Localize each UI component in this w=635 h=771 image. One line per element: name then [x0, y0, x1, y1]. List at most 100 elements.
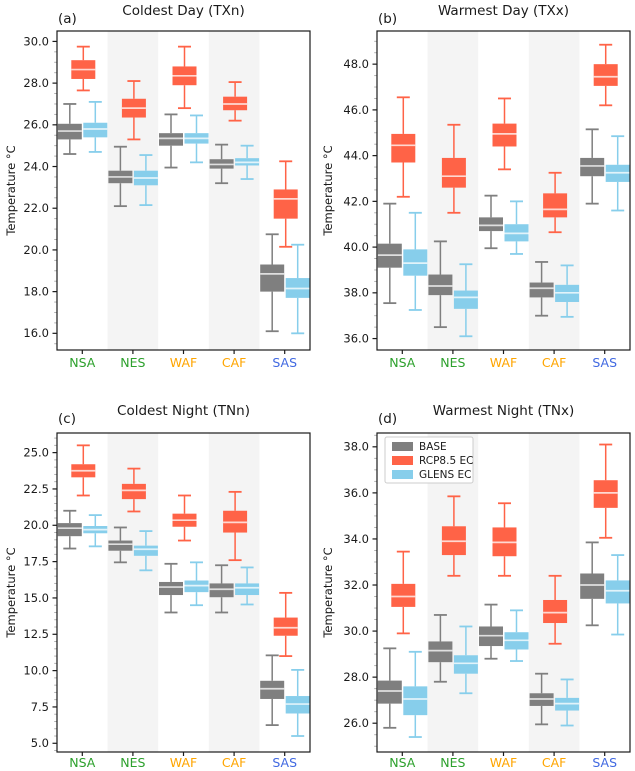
box-rect — [580, 157, 605, 177]
box-rect — [593, 480, 618, 508]
box-NES-GLENSEC — [133, 530, 158, 572]
plot-border — [56, 30, 311, 351]
box-rect — [529, 282, 554, 298]
y-tick-label: 20.0 — [23, 243, 49, 257]
box-NSA-RCP85EC — [71, 45, 96, 92]
box-rect — [235, 583, 260, 596]
box-rect — [441, 157, 466, 188]
box-rect — [133, 545, 158, 556]
y-axis-label: Temperature °C — [4, 145, 18, 236]
box-NSA-GLENSEC — [403, 650, 428, 738]
box-NES-RCP85EC — [441, 495, 466, 577]
box-SAS-BASE — [580, 128, 605, 205]
box-rect — [121, 483, 146, 500]
legend-label: RCP8.5 EC — [419, 455, 473, 467]
box-WAF-GLENSEC — [504, 200, 529, 255]
x-category-label: CAF — [222, 355, 246, 370]
box-NES-BASE — [428, 614, 453, 683]
box-rect — [159, 581, 183, 596]
y-tick-label: 28.0 — [23, 76, 49, 90]
box-WAF-RCP85EC — [492, 97, 517, 171]
panel-letter: (c) — [58, 411, 76, 427]
y-tick-label: 5.0 — [31, 736, 49, 750]
y-tick-label: 18.0 — [23, 285, 49, 299]
y-tick-label: 46.0 — [343, 103, 369, 117]
box-NSA-GLENSEC — [83, 100, 108, 153]
box-SAS-GLENSEC — [285, 243, 310, 335]
box-rect — [453, 290, 478, 309]
box-NSA-BASE — [377, 647, 402, 729]
y-tick-label: 30.0 — [343, 624, 369, 638]
box-CAF-BASE — [529, 261, 554, 317]
x-category-label: NES — [120, 355, 145, 370]
box-NES-BASE — [108, 526, 133, 564]
panel-letter: (a) — [58, 11, 77, 27]
box-SAS-RCP85EC — [273, 160, 298, 248]
x-category-label: SAS — [592, 355, 617, 370]
panel-a-chart: 16.0 18.0 20.0 22.0 24.0 26.0 28.0 30.0 NSA NES WA… — [4, 3, 311, 370]
box-rect — [57, 523, 82, 537]
x-category-label: SAS — [272, 755, 297, 770]
box-NES-GLENSEC — [133, 154, 158, 206]
box-NES-RCP85EC — [121, 80, 146, 141]
box-rect — [453, 655, 478, 674]
x-category-label: WAF — [490, 755, 517, 770]
box-CAF-BASE — [209, 564, 234, 614]
box-rect — [428, 274, 453, 296]
box-NES-BASE — [428, 240, 453, 329]
box-CAF-RCP85EC — [223, 81, 248, 122]
box-rect — [391, 133, 416, 163]
y-tick-label: 15.0 — [23, 591, 49, 605]
panel-title: Warmest Night (TNx) — [433, 403, 575, 419]
box-CAF-BASE — [209, 143, 234, 185]
x-category-label: CAF — [542, 755, 566, 770]
category-band — [427, 433, 479, 752]
x-category-label: NSA — [69, 755, 96, 770]
y-tick-label: 32.0 — [343, 578, 369, 592]
y-tick-label: 20.0 — [23, 518, 49, 532]
box-rect — [428, 641, 453, 663]
box-CAF-GLENSEC — [555, 678, 580, 727]
panel-letter: (b) — [378, 11, 397, 27]
y-tick-label: 34.0 — [343, 532, 369, 546]
plot-border — [376, 30, 631, 351]
legend-label: GLENS EC — [419, 469, 471, 481]
y-tick-label: 38.0 — [343, 440, 369, 454]
y-tick-label: 48.0 — [343, 57, 369, 71]
box-WAF-RCP85EC — [492, 502, 517, 577]
legend-swatch-BASE — [392, 442, 413, 451]
box-WAF-GLENSEC — [184, 561, 209, 607]
x-category-label: WAF — [490, 355, 517, 370]
box-NES-RCP85EC — [121, 467, 146, 513]
legend-swatch-RCP85EC — [392, 456, 413, 465]
box-rect — [605, 580, 630, 604]
x-category-label: NES — [440, 755, 465, 770]
box-NES-GLENSEC — [453, 625, 478, 695]
box-WAF-RCP85EC — [172, 45, 197, 110]
y-axis-label: Temperature °C — [4, 547, 18, 638]
panel-d-chart: 26.0 28.0 30.0 32.0 34.0 36.0 38.0 NSA NES WAF CAF… — [321, 403, 631, 770]
x-category-label: NES — [440, 355, 465, 370]
box-rect — [580, 573, 605, 599]
box-WAF-BASE — [159, 113, 183, 169]
box-CAF-RCP85EC — [543, 171, 568, 234]
box-SAS-RCP85EC — [593, 443, 618, 539]
y-tick-label: 26.0 — [23, 118, 49, 132]
panel-b-chart: 36.0 38.0 40.0 42.0 44.0 46.0 48.0 NSA NES WAF CAF… — [321, 3, 631, 370]
y-tick-label: 12.5 — [23, 627, 49, 641]
category-band — [107, 31, 159, 350]
box-NSA-RCP85EC — [391, 96, 416, 198]
box-CAF-GLENSEC — [235, 144, 260, 180]
box-rect — [593, 64, 618, 86]
box-rect — [159, 133, 183, 146]
box-WAF-BASE — [479, 603, 503, 660]
box-WAF-GLENSEC — [504, 609, 529, 662]
box-rect — [260, 680, 285, 699]
y-tick-label: 7.5 — [31, 700, 49, 714]
legend-swatch-GLENSEC — [392, 470, 413, 479]
x-category-label: NSA — [389, 755, 416, 770]
box-rect — [492, 123, 517, 147]
y-tick-label: 17.5 — [23, 555, 49, 569]
box-rect — [403, 686, 428, 716]
x-category-label: CAF — [222, 755, 246, 770]
